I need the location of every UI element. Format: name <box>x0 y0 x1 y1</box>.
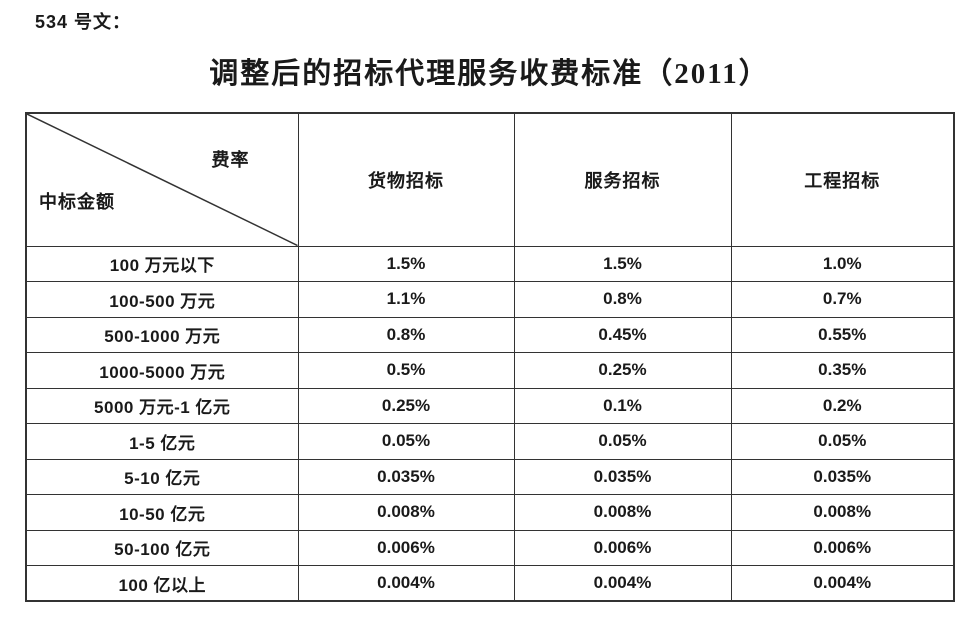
rate-cell: 0.035% <box>730 458 955 495</box>
row-label: 100-500 万元 <box>25 281 299 318</box>
corner-label-rate: 费率 <box>211 150 250 170</box>
rate-cell: 0.05% <box>297 423 515 460</box>
rate-cell: 1.5% <box>513 245 732 282</box>
row-label: 1-5 亿元 <box>25 423 299 460</box>
row-label: 5000 万元-1 亿元 <box>25 387 299 424</box>
table-row: 50-100 亿元 0.006% 0.006% 0.006% <box>25 529 955 566</box>
table-row: 5-10 亿元 0.035% 0.035% 0.035% <box>25 458 955 495</box>
table-row: 5000 万元-1 亿元 0.25% 0.1% 0.2% <box>25 387 955 424</box>
rate-cell: 0.45% <box>513 316 732 353</box>
rate-cell: 1.0% <box>730 245 955 282</box>
rate-cell: 0.004% <box>513 565 732 602</box>
rate-cell: 0.008% <box>730 494 955 531</box>
rate-cell: 0.2% <box>730 387 955 424</box>
table-header-row: 费率 中标金额 货物招标 服务招标 工程招标 <box>25 112 955 247</box>
rate-cell: 1.1% <box>297 281 515 318</box>
column-header-goods: 货物招标 <box>297 112 515 247</box>
table-row: 100 万元以下 1.5% 1.5% 1.0% <box>25 245 955 282</box>
rate-cell: 1.5% <box>297 245 515 282</box>
rate-cell: 0.008% <box>513 494 732 531</box>
row-label: 1000-5000 万元 <box>25 352 299 389</box>
rate-cell: 0.25% <box>513 352 732 389</box>
column-header-service: 服务招标 <box>513 112 732 247</box>
page-title: 调整后的招标代理服务收费标准（2011） <box>209 58 770 90</box>
row-label: 100 亿以上 <box>25 565 299 602</box>
row-label: 50-100 亿元 <box>25 529 299 566</box>
rate-cell: 0.008% <box>297 494 515 531</box>
table-row: 1000-5000 万元 0.5% 0.25% 0.35% <box>25 352 955 389</box>
corner-label-amount: 中标金额 <box>39 191 115 212</box>
rate-cell: 0.25% <box>297 387 515 424</box>
rate-cell: 0.5% <box>297 352 515 389</box>
row-label: 10-50 亿元 <box>25 494 299 531</box>
diagonal-header-cell: 费率 中标金额 <box>25 112 299 247</box>
rate-cell: 0.006% <box>730 529 955 566</box>
column-header-engineering: 工程招标 <box>730 112 955 247</box>
table-row: 1-5 亿元 0.05% 0.05% 0.05% <box>25 423 955 460</box>
table-row: 100 亿以上 0.004% 0.004% 0.004% <box>25 565 955 602</box>
row-label: 100 万元以下 <box>25 245 299 282</box>
rate-cell: 0.1% <box>513 387 732 424</box>
diagonal-divider-line <box>27 114 298 246</box>
rate-cell: 0.7% <box>730 281 955 318</box>
doc-number-label: 534 号文： <box>35 12 132 32</box>
row-label: 5-10 亿元 <box>25 458 299 495</box>
rate-cell: 0.035% <box>513 458 732 495</box>
rate-cell: 0.006% <box>513 529 732 566</box>
table-row: 10-50 亿元 0.008% 0.008% 0.008% <box>25 494 955 531</box>
row-label: 500-1000 万元 <box>25 316 299 353</box>
fee-standard-table: 费率 中标金额 货物招标 服务招标 工程招标 100 万元以下 1.5% 1.5… <box>25 112 955 602</box>
rate-cell: 0.035% <box>297 458 515 495</box>
rate-cell: 0.05% <box>513 423 732 460</box>
table-row: 500-1000 万元 0.8% 0.45% 0.55% <box>25 316 955 353</box>
table-row: 100-500 万元 1.1% 0.8% 0.7% <box>25 281 955 318</box>
rate-cell: 0.006% <box>297 529 515 566</box>
rate-cell: 0.004% <box>730 565 955 602</box>
rate-cell: 0.8% <box>513 281 732 318</box>
rate-cell: 0.55% <box>730 316 955 353</box>
rate-cell: 0.004% <box>297 565 515 602</box>
rate-cell: 0.35% <box>730 352 955 389</box>
rate-cell: 0.8% <box>297 316 515 353</box>
rate-cell: 0.05% <box>730 423 955 460</box>
